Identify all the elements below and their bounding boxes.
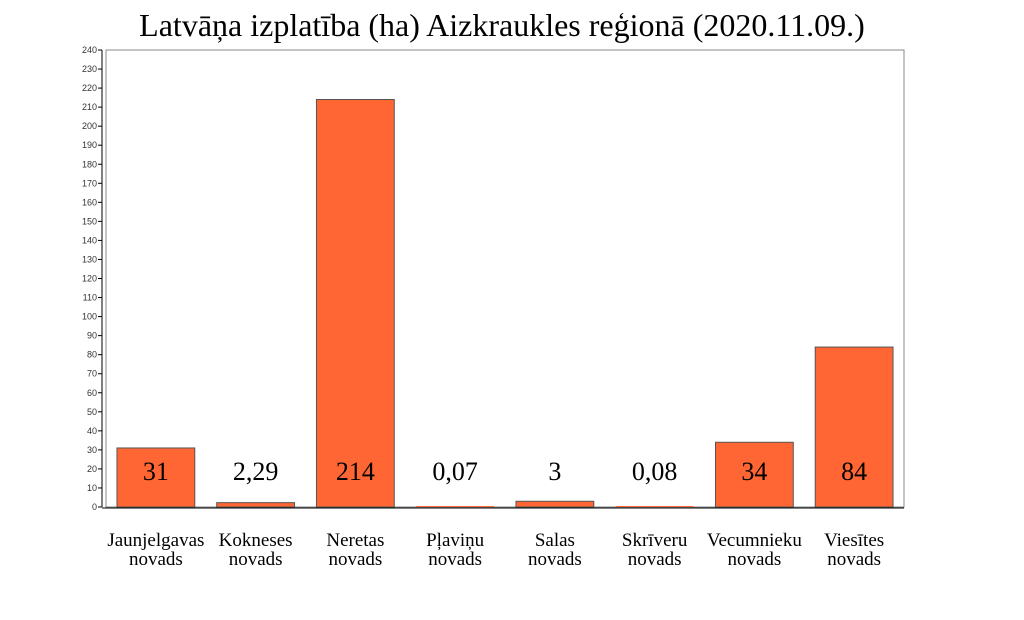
y-tick-label: 210 [82, 102, 97, 112]
y-tick-label: 80 [87, 350, 97, 360]
plot-frame [105, 49, 905, 508]
bar [315, 99, 395, 508]
y-tick-label: 150 [82, 216, 97, 226]
y-tick-label: 170 [82, 178, 97, 188]
bar [216, 502, 296, 508]
data-label: 34 [741, 457, 767, 486]
chart-title: Latvāņa izplatība (ha) Aizkraukles reģio… [139, 7, 865, 43]
y-tick-label: 100 [82, 312, 97, 322]
y-tick-label: 180 [82, 159, 97, 169]
x-tick-label: Skrīveru novads [622, 530, 688, 570]
y-tick-label: 130 [82, 254, 97, 264]
data-labels: 31 2,29 214 0,07 3 0,08 34 84 [143, 457, 867, 486]
y-tick-label: 240 [82, 45, 97, 55]
data-label: 0,08 [632, 457, 678, 486]
x-tick-label: Salas novads [528, 530, 582, 570]
y-tick-label: 30 [87, 445, 97, 455]
y-tick-label: 200 [82, 121, 97, 131]
y-tick-label: 70 [87, 369, 97, 379]
x-axis: Jaunjelgavas novads Kokneses novads Neretas n… [102, 507, 904, 570]
y-tick-label: 0 [92, 502, 97, 512]
y-tick-label: 40 [87, 426, 97, 436]
data-label: 3 [548, 457, 561, 486]
bar [714, 441, 794, 508]
data-label: 2,29 [233, 457, 279, 486]
y-tick-label: 190 [82, 140, 97, 150]
x-tick-label: Pļaviņu novads [426, 530, 485, 570]
y-tick-label: 90 [87, 331, 97, 341]
x-tick-label: Jaunjelgavas novads [107, 530, 204, 570]
bar [814, 346, 894, 508]
y-tick-label: 140 [82, 235, 97, 245]
bar [615, 506, 694, 507]
bar [416, 506, 495, 507]
data-label: 84 [841, 457, 867, 486]
y-tick-label: 120 [82, 274, 97, 284]
bars [116, 99, 894, 508]
y-tick-label: 60 [87, 388, 97, 398]
data-label: 214 [336, 457, 375, 486]
y-tick-label: 10 [87, 483, 97, 493]
y-tick-label: 160 [82, 197, 97, 207]
x-tick-label: Vecumnieku novads [707, 530, 802, 570]
bar [116, 447, 196, 508]
data-label: 0,07 [432, 457, 478, 486]
y-tick-label: 220 [82, 83, 97, 93]
x-tick-label: Viesītes novads [824, 530, 884, 570]
y-axis: 0 10 20 30 40 50 60 70 80 90 100 110 120 130 140 150 160… [82, 45, 103, 512]
y-tick-label: 110 [83, 293, 97, 303]
x-tick-label: Kokneses novads [219, 530, 293, 570]
plot-area [105, 49, 905, 508]
bar [515, 500, 595, 508]
data-label: 31 [143, 457, 169, 486]
y-tick-label: 20 [87, 464, 97, 474]
y-tick-label: 50 [87, 407, 97, 417]
x-tick-label: Neretas novads [326, 530, 384, 570]
y-tick-label: 230 [82, 64, 97, 74]
